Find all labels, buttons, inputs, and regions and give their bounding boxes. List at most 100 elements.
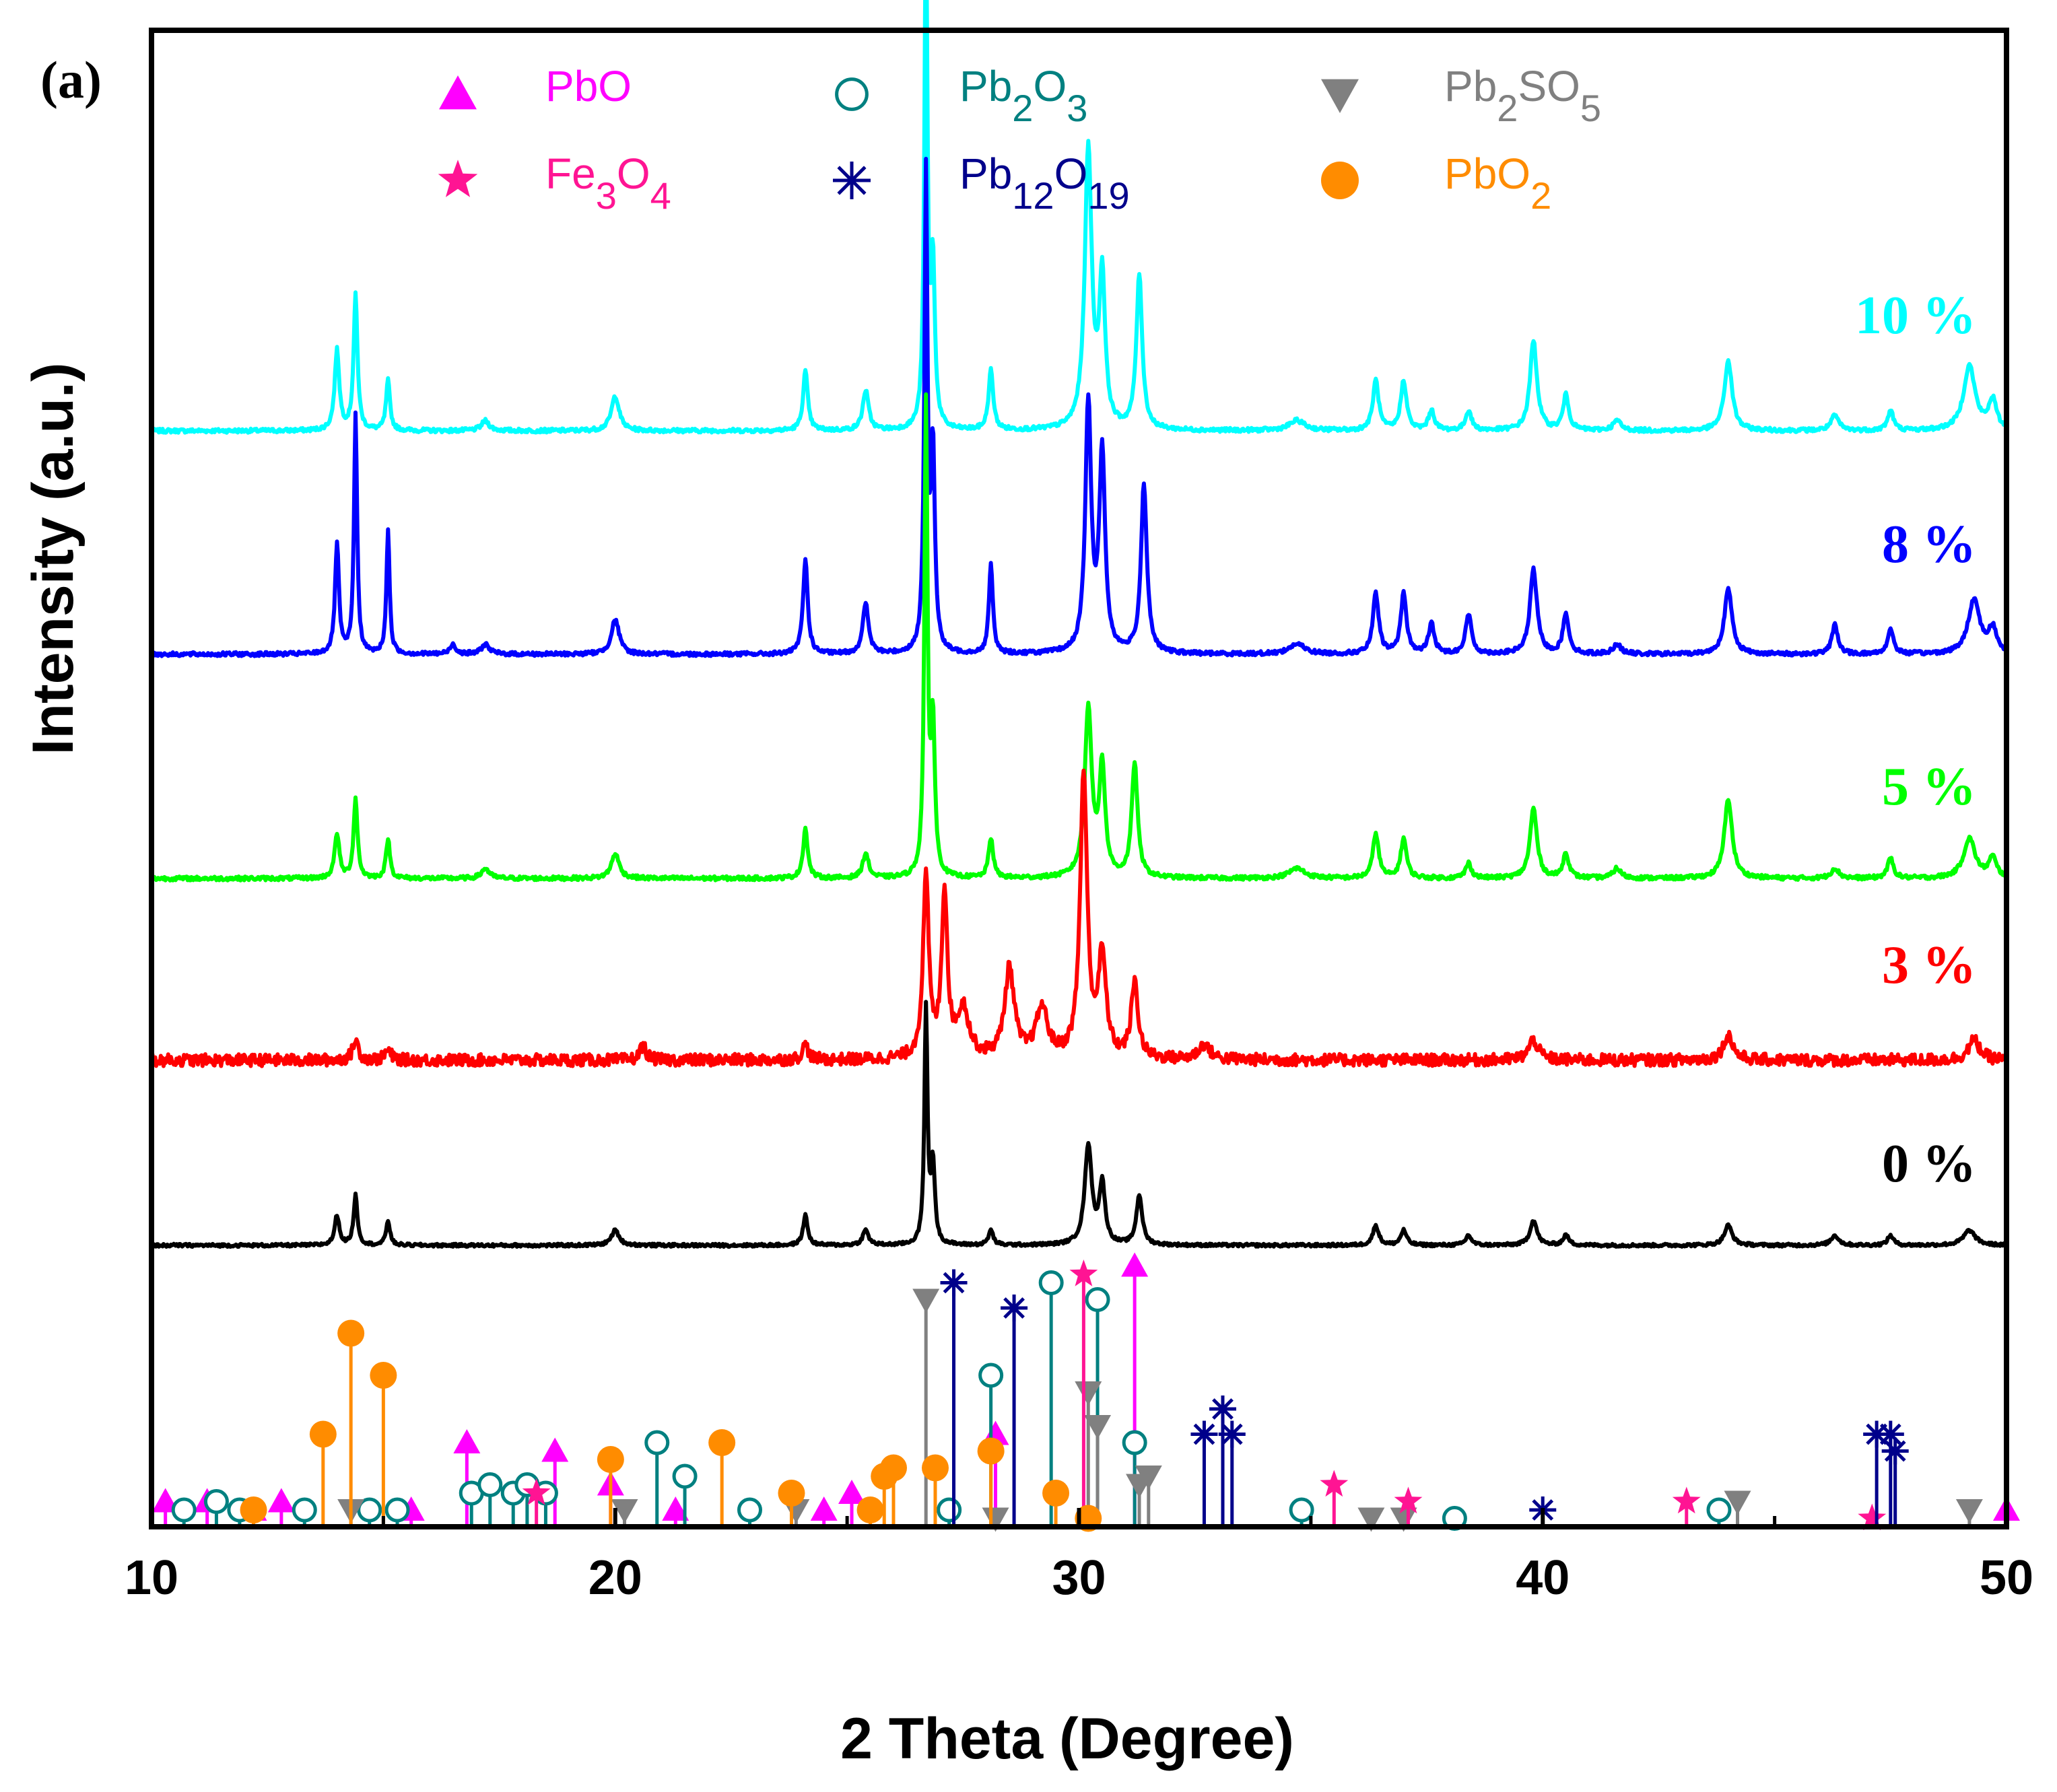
marker-icon xyxy=(1122,1430,1147,1455)
legend-label: Pb12O19 xyxy=(959,149,1130,217)
x-tick-label: 20 xyxy=(588,1551,642,1605)
series-trace xyxy=(150,392,2009,883)
marker-icon xyxy=(292,1497,317,1523)
series-layer xyxy=(149,0,2009,1249)
marker-icon xyxy=(522,1478,551,1505)
panel-label: (a) xyxy=(40,50,102,109)
legend-label: PbO2 xyxy=(1444,149,1551,217)
marker-icon xyxy=(912,1288,940,1313)
marker-icon xyxy=(1001,1295,1028,1321)
series-trace xyxy=(150,1000,2009,1249)
marker-icon xyxy=(1321,162,1359,199)
marker-icon xyxy=(810,1496,838,1521)
marker-icon xyxy=(833,162,871,199)
x-tick-label: 10 xyxy=(125,1551,178,1605)
marker-icon xyxy=(778,1480,805,1507)
x-axis-title: 2 Theta (Degree) xyxy=(840,1707,1294,1771)
series-labels: 10 % 8 % 5 % 3 % 0 % xyxy=(1855,286,1976,1194)
x-tick-label: 50 xyxy=(1980,1551,2033,1605)
marker-icon xyxy=(1135,1466,1162,1490)
marker-icon xyxy=(1321,79,1359,113)
marker-icon xyxy=(940,1269,968,1297)
marker-icon xyxy=(1724,1490,1751,1515)
marker-icon xyxy=(439,75,477,110)
marker-icon xyxy=(1706,1497,1732,1523)
marker-icon xyxy=(1877,1420,1904,1448)
marker-icon xyxy=(357,1497,382,1523)
marker-icon xyxy=(880,1454,907,1482)
marker-icon xyxy=(708,1429,736,1456)
legend-entry: PbO xyxy=(439,62,632,110)
reference-pattern-layer xyxy=(151,1252,2020,1532)
marker-icon xyxy=(835,77,869,111)
marker-icon xyxy=(921,1454,949,1482)
series-label: 0 % xyxy=(1882,1134,1976,1194)
marker-icon xyxy=(662,1496,689,1521)
marker-icon xyxy=(1394,1486,1423,1514)
marker-icon xyxy=(337,1319,365,1347)
legend-entry: Pb12O19 xyxy=(833,149,1130,217)
legend-entry: Fe3O4 xyxy=(438,149,671,217)
marker-icon xyxy=(611,1499,638,1523)
marker-icon xyxy=(1390,1507,1417,1532)
marker-icon xyxy=(171,1497,197,1523)
marker-icon xyxy=(309,1420,337,1448)
legend-entry: PbO2 xyxy=(1321,149,1551,217)
legend-label: Pb2O3 xyxy=(959,62,1087,129)
series-trace xyxy=(150,156,2009,658)
series-trace xyxy=(149,0,2009,435)
marker-icon xyxy=(1357,1507,1385,1532)
marker-icon xyxy=(1320,1470,1349,1497)
plot-frame xyxy=(149,28,2009,1529)
legend: PbO Pb2O3 Pb2SO5 Fe3O4 Pb12O19 PbO2 xyxy=(438,62,1601,217)
marker-icon xyxy=(1038,1270,1064,1295)
marker-icon xyxy=(1858,1503,1887,1531)
legend-label: PbO xyxy=(545,62,632,110)
marker-icon xyxy=(1085,1287,1110,1312)
legend-label: Fe3O4 xyxy=(545,149,671,217)
marker-icon xyxy=(644,1430,670,1455)
marker-icon xyxy=(597,1446,624,1473)
marker-icon xyxy=(370,1362,397,1389)
series-label: 3 % xyxy=(1882,936,1976,995)
marker-icon xyxy=(1069,1260,1098,1286)
marker-icon xyxy=(977,1437,1005,1465)
marker-icon xyxy=(1121,1252,1149,1277)
series-label: 8 % xyxy=(1882,515,1976,574)
marker-icon xyxy=(267,1488,295,1513)
marker-icon xyxy=(477,1472,503,1497)
series-trace xyxy=(149,768,2009,1068)
marker-icon xyxy=(672,1463,698,1489)
x-tick-label: 30 xyxy=(1052,1551,1106,1605)
marker-icon xyxy=(453,1429,481,1453)
marker-icon xyxy=(541,1437,569,1462)
marker-icon xyxy=(384,1497,410,1523)
marker-icon xyxy=(1209,1395,1237,1422)
marker-icon xyxy=(438,160,478,197)
marker-icon xyxy=(240,1496,267,1523)
marker-icon xyxy=(1289,1497,1314,1523)
marker-icon xyxy=(1042,1480,1070,1507)
marker-icon xyxy=(203,1489,229,1514)
series-label: 5 % xyxy=(1882,757,1976,817)
legend-entry: Pb2O3 xyxy=(835,62,1087,129)
marker-icon xyxy=(856,1496,884,1523)
marker-icon xyxy=(937,1497,962,1523)
x-tick-label: 40 xyxy=(1516,1551,1570,1605)
marker-icon xyxy=(1955,1499,1983,1523)
marker-icon xyxy=(978,1363,1004,1388)
x-axis-ticks: 10 20 30 40 50 xyxy=(125,1508,2033,1605)
marker-icon xyxy=(1881,1437,1909,1465)
marker-icon xyxy=(1075,1381,1102,1406)
legend-entry: Pb2SO5 xyxy=(1321,62,1601,129)
marker-icon xyxy=(1084,1415,1112,1439)
marker-icon xyxy=(838,1480,866,1504)
y-axis-title: Intensity (a.u.) xyxy=(21,363,86,755)
marker-icon xyxy=(1672,1486,1701,1514)
marker-icon xyxy=(982,1507,1009,1532)
marker-icon xyxy=(1190,1420,1218,1448)
series-label: 10 % xyxy=(1855,286,1976,345)
marker-icon xyxy=(1218,1420,1246,1448)
legend-label: Pb2SO5 xyxy=(1444,62,1601,129)
